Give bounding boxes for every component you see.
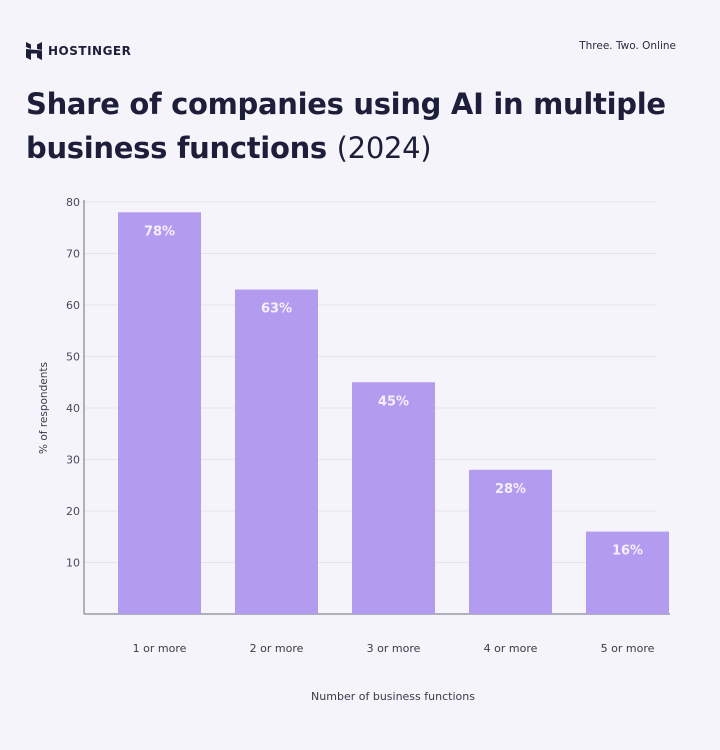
y-tick-label: 50 (66, 351, 80, 364)
chart-title: Share of companies using AI in multiple … (26, 82, 706, 170)
bar (235, 289, 318, 614)
data-label: 63% (261, 302, 292, 317)
y-tick-label: 20 (66, 505, 80, 518)
x-tick-label: 5 or more (601, 642, 655, 655)
x-tick-label: 3 or more (367, 642, 421, 655)
x-tick-label: 4 or more (484, 642, 538, 655)
y-tick-label: 10 (66, 557, 80, 570)
x-tick-label: 1 or more (133, 642, 187, 655)
y-tick-label: 80 (66, 196, 80, 209)
x-tick-label: 2 or more (250, 642, 304, 655)
bar (469, 469, 552, 614)
tagline: Three. Two. Online (579, 40, 676, 52)
hostinger-logo: HOSTINGER (26, 42, 131, 60)
hostinger-logo-icon (26, 42, 42, 60)
y-tick-label: 70 (66, 248, 80, 261)
data-label: 28% (495, 482, 526, 497)
y-tick-label: 30 (66, 454, 80, 467)
y-tick-label: 60 (66, 299, 80, 312)
bar (586, 531, 669, 614)
brand-name: HOSTINGER (48, 44, 132, 58)
x-axis-title: Number of business functions (311, 690, 475, 703)
bar (352, 382, 435, 614)
y-tick-label: 40 (66, 402, 80, 415)
title-main: Share of companies using AI in multiple … (26, 87, 666, 165)
bar (118, 212, 201, 615)
y-axis-title: % of respondents (38, 362, 50, 454)
data-label: 45% (378, 394, 409, 409)
data-label: 78% (144, 224, 175, 239)
data-label: 16% (612, 544, 643, 559)
title-year: (2024) (336, 131, 432, 165)
